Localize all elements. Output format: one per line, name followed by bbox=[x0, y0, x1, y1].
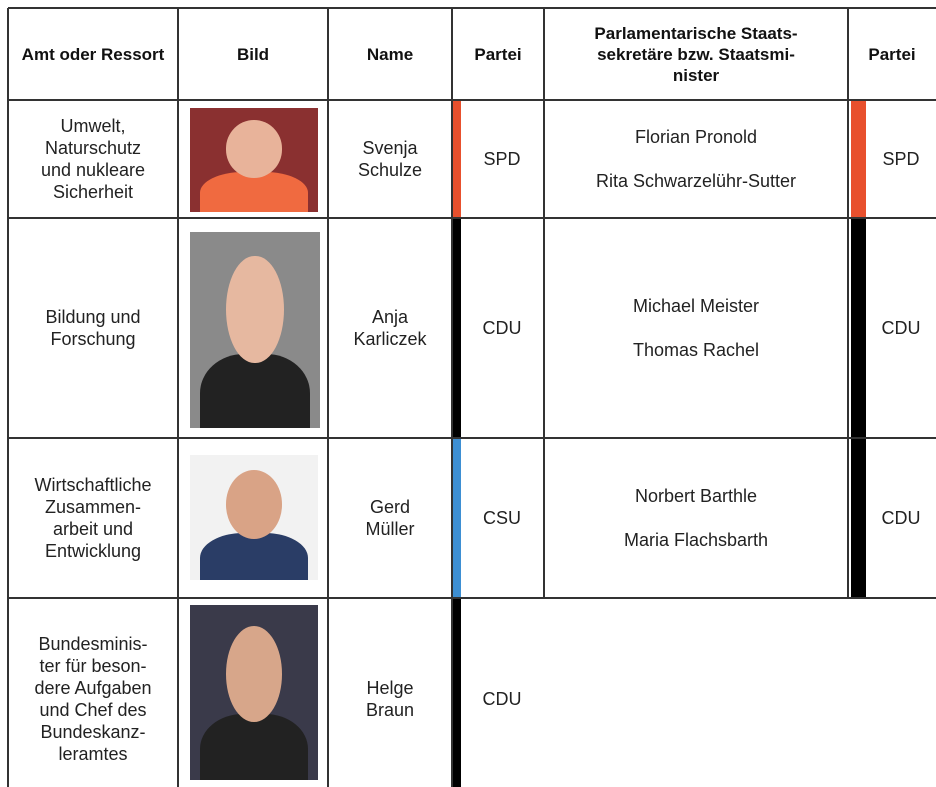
header-cell: Partei bbox=[474, 44, 522, 64]
party-cell: CDU bbox=[482, 318, 522, 338]
secretaries-list: Florian Pronold Rita Schwarzelühr-Sutter bbox=[596, 126, 796, 192]
secretaries-list: Norbert Barthle Maria Flachsbarth bbox=[624, 485, 768, 551]
party-strip bbox=[851, 438, 866, 598]
secretary-name: Thomas Rachel bbox=[632, 340, 760, 360]
party-cell: SPD bbox=[882, 149, 920, 169]
row-border bbox=[8, 217, 936, 219]
portrait bbox=[190, 455, 318, 580]
column-border bbox=[327, 8, 329, 787]
secretaries-cell: Florian Pronold Rita Schwarzelühr-Sutter bbox=[544, 100, 848, 218]
header-cell: Amt oder Ressort bbox=[21, 44, 165, 64]
party-strip bbox=[452, 598, 461, 787]
party-strip bbox=[452, 438, 461, 598]
header-cell: Partei bbox=[868, 44, 916, 64]
column-border bbox=[451, 8, 453, 787]
secretary-name: Norbert Barthle bbox=[634, 486, 758, 506]
row-border bbox=[8, 7, 936, 9]
name-cell: Svenja Schulze bbox=[357, 138, 423, 180]
party-strip bbox=[452, 100, 461, 218]
row-border bbox=[8, 99, 936, 101]
secretary-name: Florian Pronold bbox=[634, 127, 758, 147]
name-cell: Gerd Müller bbox=[365, 497, 415, 539]
secretary-name: Rita Schwarzelühr-Sutter bbox=[595, 171, 797, 191]
party-cell: CDU bbox=[881, 508, 921, 528]
header-cell: Name bbox=[366, 44, 414, 64]
secretaries-list: Michael Meister Thomas Rachel bbox=[633, 295, 759, 361]
party-cell: CSU bbox=[482, 508, 521, 528]
party-cell: CDU bbox=[482, 689, 522, 709]
ressort-cell: Umwelt, Naturschutz und nukleare Sicherh… bbox=[40, 116, 146, 202]
header-cell: Parlamentarische Staats- sekretäre bzw. … bbox=[594, 23, 798, 85]
name-cell: Helge Braun bbox=[365, 678, 415, 720]
row-border bbox=[8, 597, 936, 599]
name-cell: Anja Karliczek bbox=[353, 307, 427, 349]
ressort-cell: Bildung und Forschung bbox=[45, 307, 141, 349]
ressort-cell: Wirtschaftliche Zusammen- arbeit und Ent… bbox=[34, 475, 152, 561]
party-strip bbox=[851, 218, 866, 438]
header-cell: Bild bbox=[236, 44, 270, 64]
portrait bbox=[190, 605, 318, 780]
ressort-cell: Bundesminis- ter für beson- dere Aufgabe… bbox=[34, 634, 152, 764]
column-border bbox=[847, 8, 849, 598]
party-cell: SPD bbox=[483, 149, 521, 169]
row-border bbox=[8, 437, 936, 439]
party-strip bbox=[452, 218, 461, 438]
column-border bbox=[543, 8, 545, 598]
column-border bbox=[7, 8, 9, 787]
portrait bbox=[190, 232, 320, 428]
secretary-name: Michael Meister bbox=[632, 296, 760, 316]
portrait bbox=[190, 108, 318, 212]
party-strip bbox=[851, 100, 866, 218]
secretaries-cell: Norbert Barthle Maria Flachsbarth bbox=[544, 438, 848, 598]
secretary-name: Maria Flachsbarth bbox=[623, 530, 769, 550]
secretaries-cell: Michael Meister Thomas Rachel bbox=[544, 218, 848, 438]
party-cell: CDU bbox=[881, 318, 921, 338]
column-border bbox=[177, 8, 179, 787]
